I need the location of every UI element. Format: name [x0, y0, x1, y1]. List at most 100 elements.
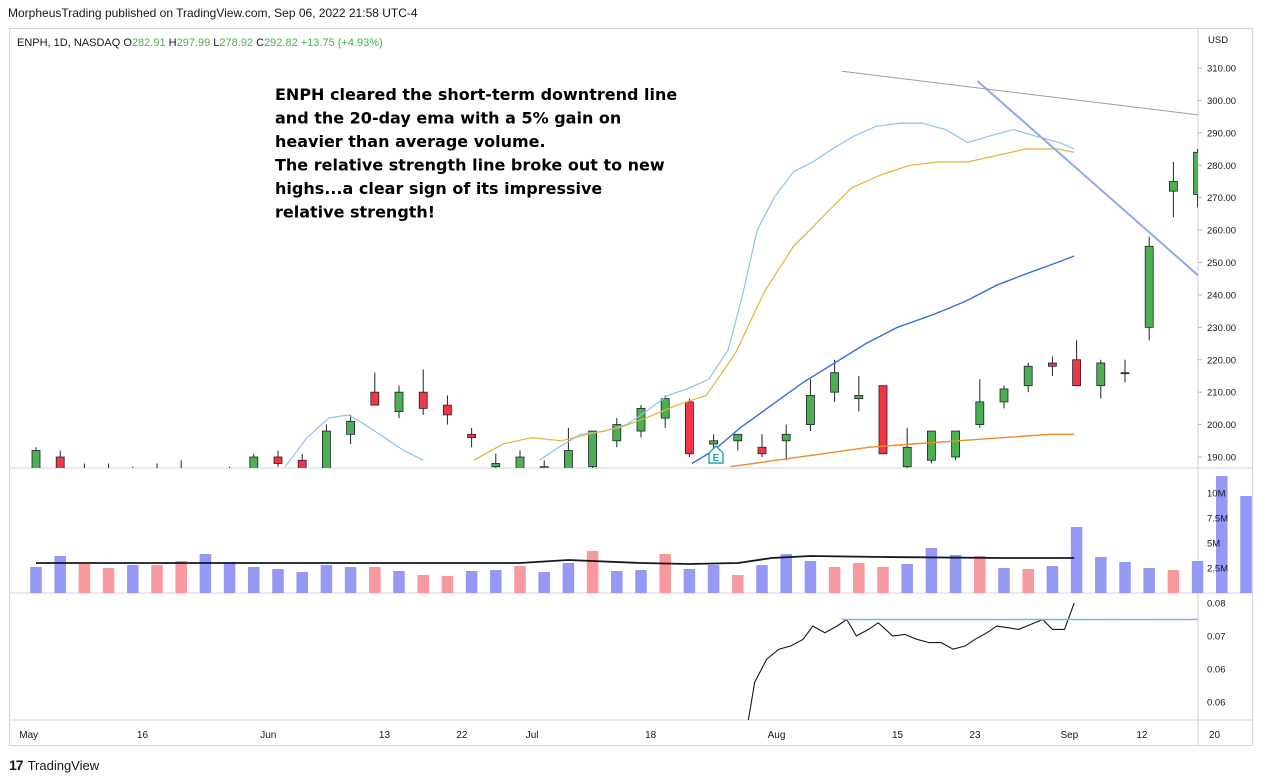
candle [55, 450, 65, 468]
volume-bar [102, 568, 115, 593]
volume-bar [490, 570, 502, 593]
candle [491, 453, 501, 468]
price-tick-label: 280.00 [1207, 161, 1236, 172]
candle-body [418, 391, 428, 409]
volume-bar [756, 565, 768, 593]
candle-body [733, 433, 743, 442]
candle-body [321, 430, 331, 468]
price-tick-label: 220.00 [1207, 355, 1236, 366]
volume-bar [1070, 527, 1083, 593]
candle [370, 372, 380, 406]
candle-body [709, 440, 718, 445]
axes: 190.00 200.00 210.00 220.00 230.00 240.00 250.… [19, 35, 1236, 741]
price-tick-label: 250.00 [1207, 258, 1236, 269]
volume-bar [707, 565, 720, 593]
rs-tick-label: 0.08 [1207, 599, 1226, 610]
price-tick-label: 270.00 [1207, 193, 1236, 204]
chart-frame [9, 28, 1253, 746]
candle-body [1048, 362, 1057, 367]
legend-part: L [213, 37, 219, 49]
volume-bar [562, 563, 575, 593]
volume-bar [780, 554, 792, 593]
candle-body [757, 446, 767, 455]
legend-part: 282.91 [132, 37, 169, 49]
candle [418, 369, 428, 415]
volume-bar [1240, 496, 1252, 593]
volume-bar [30, 567, 42, 593]
rs-tick-label: 0.06 [1207, 665, 1226, 676]
candle [975, 379, 985, 428]
candle [806, 379, 815, 432]
candle [1193, 149, 1198, 208]
price-tick-label: 190.00 [1207, 453, 1236, 464]
candle-body [346, 420, 356, 435]
candle-body [55, 456, 65, 468]
candle [1169, 162, 1178, 218]
volume-tick-label: 5M [1207, 539, 1220, 550]
time-tick-label: 18 [645, 730, 657, 741]
volume-bar [514, 566, 526, 593]
candle [902, 427, 912, 468]
annotation-line: The relative strength line broke out to … [275, 156, 665, 175]
annotation-line: relative strength! [275, 203, 435, 222]
candle [1023, 362, 1033, 393]
candle-body [129, 473, 137, 476]
time-tick-label: 13 [379, 730, 391, 741]
candle [854, 375, 864, 412]
annotation-line: and the 20-day ema with a 5% gain on [275, 109, 621, 128]
candle-body [1120, 372, 1130, 375]
time-tick-label: 23 [969, 730, 981, 741]
candle [394, 385, 404, 419]
candle [1120, 359, 1130, 383]
candle [588, 430, 597, 468]
time-tick-label: 15 [892, 730, 904, 741]
time-tick-label: Sep [1060, 730, 1078, 741]
time-tick-label: Jul [526, 730, 539, 741]
candle [297, 453, 307, 468]
volume-bar [853, 563, 865, 593]
volume-bar [877, 567, 889, 593]
volume-bars [30, 476, 1252, 593]
candle-body [105, 470, 113, 476]
candle-body [927, 430, 936, 461]
price-tick-label: 230.00 [1207, 323, 1236, 334]
candle-body [1169, 181, 1178, 192]
tradingview-footer: 17 TradingView [9, 757, 99, 773]
legend-part: +13.75 (+4.93%) [301, 37, 383, 49]
candle [781, 424, 791, 461]
annotation-line: heavier than average volume. [275, 132, 546, 151]
candle [685, 398, 694, 457]
indicator-lines: E [284, 70, 1198, 468]
candle [515, 450, 525, 468]
candle [273, 450, 283, 467]
candle-body [1072, 359, 1081, 387]
legend-part: 278.92 [219, 37, 256, 49]
time-tick-label: Jun [260, 730, 276, 741]
volume-bar [538, 572, 550, 593]
candle [129, 466, 137, 476]
legend-part: O [123, 37, 132, 49]
volume-bar [635, 570, 647, 593]
volume-bar [248, 567, 260, 593]
price-tick-label: 300.00 [1207, 96, 1236, 107]
time-tick-label: May [19, 730, 38, 741]
candle [321, 424, 331, 468]
price-tick-label: 200.00 [1207, 420, 1236, 431]
sma-200-line [730, 433, 1075, 468]
candle [1144, 236, 1154, 341]
candle [1242, 120, 1250, 182]
candle-body [1144, 245, 1154, 328]
candle [156, 463, 158, 468]
candle [830, 359, 839, 402]
candle [83, 463, 85, 468]
earnings-marker-icon: E [708, 445, 724, 464]
rs-tick-label: 0.06 [1207, 698, 1226, 709]
candle [249, 453, 259, 468]
candle-body [1242, 126, 1250, 158]
volume-bar [586, 551, 599, 593]
candle [1096, 359, 1106, 399]
resistance-line [841, 70, 1198, 116]
legend-part: C [256, 37, 264, 49]
volume-bar [272, 569, 284, 593]
